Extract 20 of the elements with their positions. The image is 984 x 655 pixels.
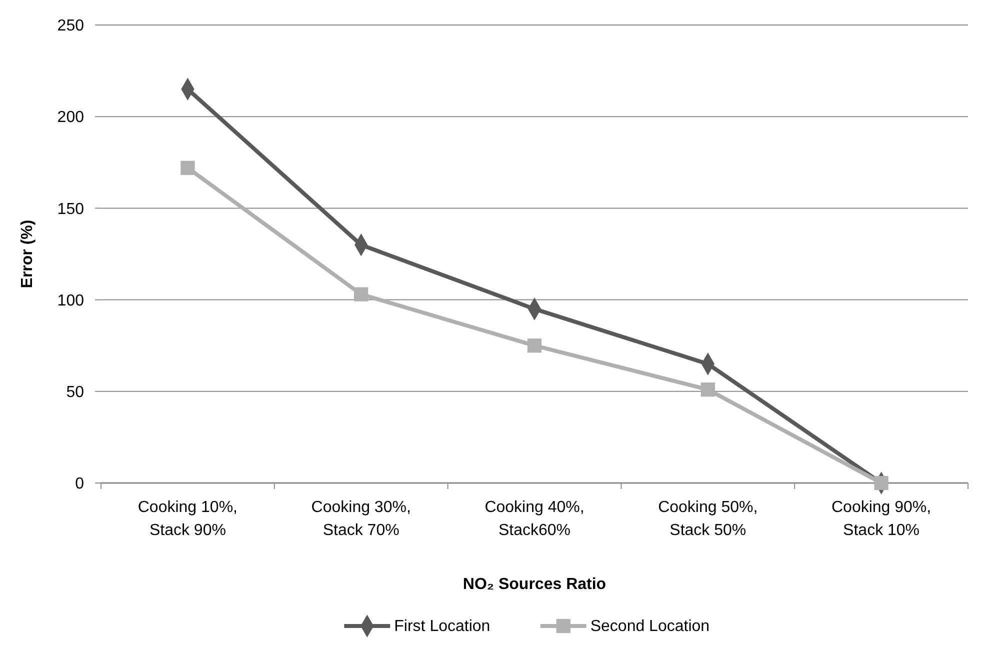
y-axis-title: Error (%) bbox=[19, 220, 36, 288]
point bbox=[700, 382, 715, 397]
point bbox=[180, 160, 195, 175]
x-tick-label: Cooking 30%, Stack 70% bbox=[311, 499, 411, 539]
x-tick-label: Cooking 40%, Stack60% bbox=[484, 499, 584, 539]
y-tick-label: 150 bbox=[57, 200, 84, 218]
x-axis-title: NO₂ Sources Ratio bbox=[462, 576, 606, 593]
x-tick-label: Cooking 90%, Stack 10% bbox=[831, 499, 932, 539]
y-tick-label: 0 bbox=[75, 476, 84, 493]
x-tick-label: Cooking 50%, Stack 50% bbox=[658, 499, 758, 539]
legend-label: First Location bbox=[394, 618, 490, 635]
point bbox=[874, 476, 888, 490]
x-tick-label: Cooking 10%, Stack 90% bbox=[138, 499, 238, 539]
point bbox=[354, 287, 368, 302]
y-tick-label: 250 bbox=[57, 18, 84, 35]
y-tick-label: 200 bbox=[57, 109, 84, 126]
point bbox=[527, 338, 542, 353]
y-tick-label: 100 bbox=[57, 292, 84, 310]
legend-label: Second Location bbox=[590, 618, 710, 635]
y-tick-label: 50 bbox=[66, 384, 84, 401]
